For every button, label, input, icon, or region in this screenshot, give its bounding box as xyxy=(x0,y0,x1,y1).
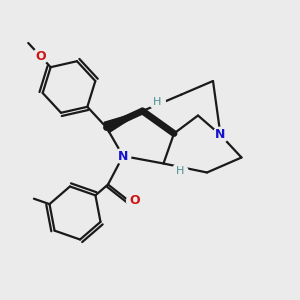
Circle shape xyxy=(115,148,131,164)
Circle shape xyxy=(33,48,48,64)
Polygon shape xyxy=(104,111,142,133)
Text: N: N xyxy=(215,128,226,142)
Circle shape xyxy=(150,94,165,110)
Text: O: O xyxy=(35,50,46,63)
Circle shape xyxy=(127,193,142,209)
Circle shape xyxy=(213,127,228,143)
Text: H: H xyxy=(153,97,162,107)
Text: O: O xyxy=(129,194,140,208)
Circle shape xyxy=(172,163,188,179)
Text: N: N xyxy=(118,149,128,163)
Text: H: H xyxy=(176,166,184,176)
